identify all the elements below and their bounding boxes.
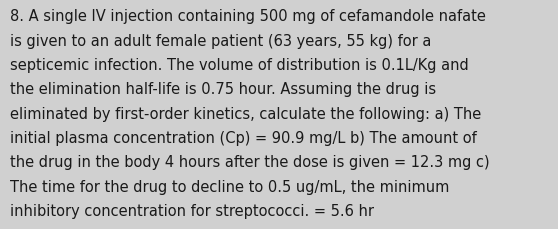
Text: eliminated by first-order kinetics, calculate the following: a) The: eliminated by first-order kinetics, calc…	[10, 106, 482, 121]
Text: The time for the drug to decline to 0.5 ug/mL, the minimum: The time for the drug to decline to 0.5 …	[10, 179, 449, 194]
Text: 8. A single IV injection containing 500 mg of cefamandole nafate: 8. A single IV injection containing 500 …	[10, 9, 486, 24]
Text: septicemic infection. The volume of distribution is 0.1L/Kg and: septicemic infection. The volume of dist…	[10, 58, 469, 73]
Text: the drug in the body 4 hours after the dose is given = 12.3 mg c): the drug in the body 4 hours after the d…	[10, 155, 490, 170]
Text: the elimination half-life is 0.75 hour. Assuming the drug is: the elimination half-life is 0.75 hour. …	[10, 82, 436, 97]
Text: inhibitory concentration for streptococci. = 5.6 hr: inhibitory concentration for streptococc…	[10, 203, 374, 218]
Text: is given to an adult female patient (63 years, 55 kg) for a: is given to an adult female patient (63 …	[10, 33, 431, 48]
Text: initial plasma concentration (Cp) = 90.9 mg/L b) The amount of: initial plasma concentration (Cp) = 90.9…	[10, 131, 477, 145]
